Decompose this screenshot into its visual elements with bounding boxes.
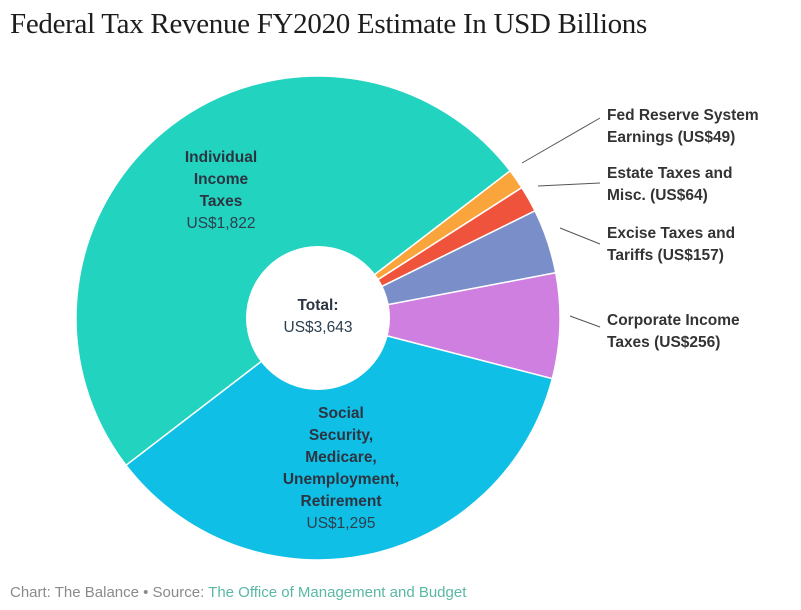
footer-source-link[interactable]: The Office of Management and Budget (208, 584, 467, 601)
slice-corporate-income-taxes (317, 271, 561, 380)
leader-line (559, 227, 601, 245)
slice-label: Fed Reserve System Earnings (US$49) (607, 107, 759, 146)
chart-footer: Chart: The Balance • Source: The Office … (10, 584, 466, 601)
chart-title: Federal Tax Revenue FY2020 Estimate In U… (10, 8, 647, 40)
slice-label: Excise Taxes and Tariffs (US$157) (607, 225, 735, 264)
slice-label: Social Security, Medicare, Unemployment, Ret… (283, 405, 399, 532)
slice-label: Corporate Income Taxes (US$256) (607, 312, 740, 351)
leader-line (537, 182, 601, 187)
slice-label: Individual Income Taxes US$1,822 (185, 149, 257, 232)
footer-credit: Chart: The Balance • Source: (10, 584, 209, 601)
donut-hole (246, 246, 390, 390)
slice-label: Estate Taxes and Misc. (US$64) (607, 165, 733, 204)
leader-line (521, 117, 601, 164)
slice-social-security-medicare-unemployment-retirement (124, 317, 554, 561)
total-label: Total: (297, 297, 338, 314)
total-value: US$3,643 (284, 319, 353, 336)
leader-line (569, 315, 601, 328)
